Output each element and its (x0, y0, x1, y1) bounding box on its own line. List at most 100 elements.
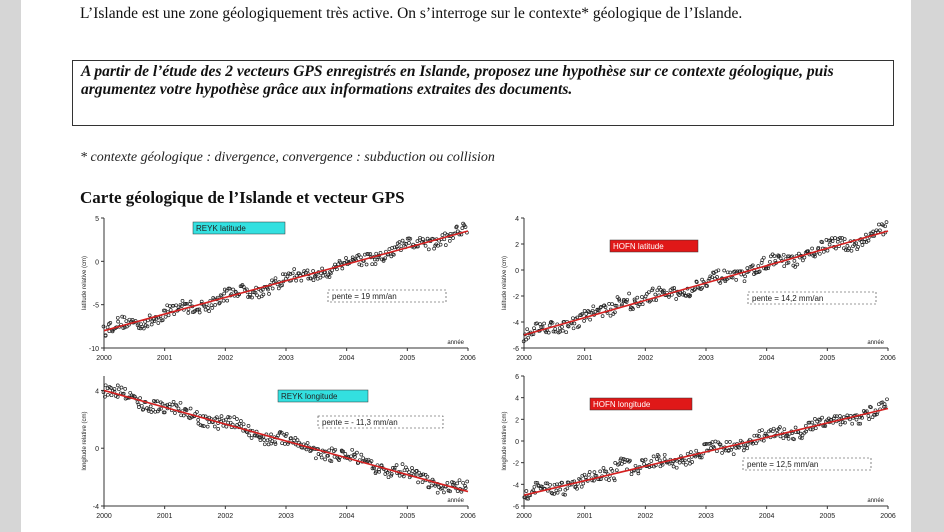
data-point (834, 414, 839, 419)
data-point (813, 426, 818, 431)
data-point (221, 418, 226, 423)
scatter-points (522, 397, 889, 501)
data-point (408, 236, 413, 241)
data-point (835, 239, 840, 244)
data-point (188, 406, 193, 411)
data-point (596, 308, 601, 313)
data-point (650, 288, 654, 293)
data-point (831, 416, 836, 421)
data-point (103, 383, 108, 388)
data-point (743, 274, 747, 279)
y-tick-label: -4 (513, 482, 519, 489)
data-point (624, 300, 629, 304)
data-point (166, 313, 171, 318)
data-point (526, 335, 531, 340)
data-point (429, 483, 434, 488)
x-tick-label: 2005 (820, 513, 836, 520)
data-point (838, 414, 842, 418)
data-point (617, 298, 622, 303)
data-point (123, 387, 128, 391)
data-point (854, 241, 859, 246)
data-point (299, 278, 304, 283)
data-point (159, 406, 163, 411)
data-point (786, 436, 791, 441)
figure-title: Carte géologique de l’Islande et vecteur… (80, 188, 405, 207)
data-point (642, 462, 646, 466)
data-point (646, 290, 651, 295)
data-point (560, 325, 564, 329)
data-point (109, 386, 113, 390)
data-point (146, 407, 151, 412)
data-point (405, 468, 410, 472)
data-point (773, 258, 778, 263)
data-point (662, 452, 667, 457)
x-tick-label: 2006 (880, 513, 896, 520)
data-point (521, 339, 526, 344)
data-point (764, 266, 769, 271)
scatter-points (521, 220, 889, 344)
data-point (727, 448, 731, 452)
data-point (881, 223, 885, 228)
slope-label: pente = 19 mm/an (332, 292, 397, 301)
data-point (565, 323, 570, 328)
data-point (643, 457, 648, 462)
data-point (389, 473, 394, 478)
data-point (320, 266, 324, 271)
data-point (277, 430, 282, 435)
x-tick-label: 2004 (759, 513, 775, 520)
data-point (188, 299, 193, 304)
data-point (249, 436, 254, 440)
data-point (106, 392, 110, 397)
data-point (607, 478, 611, 482)
data-point (667, 295, 671, 299)
data-point (359, 255, 363, 260)
data-point (731, 452, 736, 457)
data-point (273, 440, 277, 445)
data-point (566, 324, 571, 329)
data-point (186, 311, 191, 315)
data-point (174, 403, 179, 408)
data-point (614, 304, 619, 308)
data-point (551, 329, 556, 334)
data-point (394, 463, 399, 467)
data-point (292, 267, 297, 271)
data-point (860, 243, 865, 247)
data-point (366, 457, 371, 462)
task-instruction-box: A partir de l’étude des 2 vecteurs GPS e… (72, 60, 894, 126)
data-point (741, 448, 746, 453)
data-point (843, 248, 848, 252)
data-point (165, 402, 170, 407)
data-point (810, 246, 814, 251)
y-tick-label: -4 (513, 320, 519, 327)
data-point (821, 249, 826, 254)
station-label-box (277, 389, 369, 403)
data-point (455, 481, 460, 486)
data-point (255, 293, 259, 298)
data-point (370, 262, 375, 267)
data-point (843, 420, 847, 425)
data-point (455, 489, 460, 493)
data-point (239, 424, 244, 429)
data-point (168, 308, 173, 312)
data-point (273, 279, 278, 284)
data-point (620, 302, 624, 307)
data-point (221, 423, 226, 428)
data-point (604, 469, 609, 474)
data-point (135, 400, 140, 405)
data-point (448, 489, 452, 494)
data-point (869, 405, 873, 410)
data-point (552, 482, 557, 487)
data-point (737, 445, 741, 450)
data-point (587, 310, 591, 314)
data-point (677, 460, 682, 465)
data-point (591, 304, 596, 309)
data-point (435, 490, 440, 495)
data-point (692, 288, 696, 292)
data-point (854, 417, 859, 422)
data-point (308, 449, 313, 454)
data-point (628, 458, 632, 463)
data-point (704, 442, 709, 446)
data-point (183, 301, 188, 306)
data-point (176, 305, 181, 310)
slope-label: pente = 12,5 mm/an (747, 460, 818, 469)
